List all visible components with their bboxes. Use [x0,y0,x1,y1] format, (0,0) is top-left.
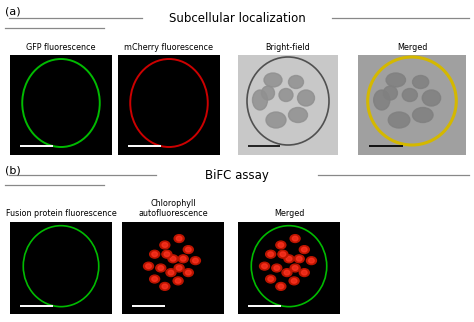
Ellipse shape [289,108,308,122]
Ellipse shape [192,258,198,263]
Ellipse shape [294,255,304,263]
Ellipse shape [150,250,160,258]
Ellipse shape [266,112,286,128]
Ellipse shape [164,252,170,257]
Ellipse shape [170,256,176,261]
Ellipse shape [162,250,172,258]
Ellipse shape [289,277,299,285]
Ellipse shape [185,247,191,252]
Ellipse shape [173,277,183,285]
Ellipse shape [374,90,390,110]
Ellipse shape [262,86,274,100]
Ellipse shape [174,264,184,272]
Ellipse shape [150,275,160,283]
Ellipse shape [289,75,303,89]
Ellipse shape [298,90,315,106]
Ellipse shape [160,282,170,290]
Ellipse shape [162,243,168,247]
Ellipse shape [278,284,283,289]
Ellipse shape [412,75,429,89]
Text: Bright-field: Bright-field [265,43,310,52]
Ellipse shape [160,241,170,249]
Text: BiFC assay: BiFC assay [205,168,269,182]
Ellipse shape [301,247,307,252]
Ellipse shape [422,90,441,106]
Ellipse shape [168,270,174,275]
Ellipse shape [183,269,193,277]
Ellipse shape [152,277,157,281]
Ellipse shape [292,266,298,270]
Ellipse shape [309,258,314,263]
Ellipse shape [191,257,201,265]
Ellipse shape [299,246,310,253]
Ellipse shape [156,264,166,272]
Ellipse shape [268,252,273,257]
Ellipse shape [264,73,282,87]
Ellipse shape [274,266,280,270]
Text: (b): (b) [5,165,20,175]
Ellipse shape [276,241,286,249]
Ellipse shape [144,262,154,270]
Ellipse shape [178,255,188,263]
Ellipse shape [282,269,292,277]
Ellipse shape [307,257,317,265]
Ellipse shape [162,284,168,289]
Ellipse shape [292,236,298,241]
Ellipse shape [253,90,267,110]
Ellipse shape [301,270,307,275]
Text: GFP fluorescence: GFP fluorescence [26,43,96,52]
Ellipse shape [146,264,151,269]
Text: Merged: Merged [274,209,304,218]
Ellipse shape [265,250,275,258]
Ellipse shape [176,266,182,270]
Ellipse shape [166,269,176,277]
Text: Fusion protein fluorescence: Fusion protein fluorescence [6,209,117,218]
Ellipse shape [402,89,418,101]
Ellipse shape [268,277,273,281]
Ellipse shape [158,266,164,270]
Ellipse shape [388,112,410,128]
Ellipse shape [284,255,294,263]
Ellipse shape [383,86,397,100]
Ellipse shape [262,264,267,269]
Text: Chlorophyll
autofluorescence: Chlorophyll autofluorescence [138,199,208,218]
Ellipse shape [299,269,310,277]
Ellipse shape [278,250,288,258]
Ellipse shape [279,89,293,101]
Ellipse shape [272,264,282,272]
Ellipse shape [183,246,193,253]
Ellipse shape [280,252,286,257]
Ellipse shape [152,252,157,257]
Ellipse shape [265,275,275,283]
Ellipse shape [260,262,270,270]
Ellipse shape [185,270,191,275]
Ellipse shape [292,279,297,283]
Ellipse shape [174,235,184,242]
Text: Subcellular localization: Subcellular localization [169,12,305,24]
Text: mCherry fluorescence: mCherry fluorescence [125,43,213,52]
Ellipse shape [296,256,302,261]
Ellipse shape [168,255,178,263]
Ellipse shape [290,235,300,242]
Ellipse shape [386,73,406,87]
Ellipse shape [286,256,292,261]
Text: Merged: Merged [397,43,427,52]
Ellipse shape [276,282,286,290]
Ellipse shape [175,279,181,283]
Ellipse shape [278,243,283,247]
Ellipse shape [412,108,433,122]
Ellipse shape [290,264,300,272]
Ellipse shape [181,256,186,261]
Ellipse shape [176,236,182,241]
Ellipse shape [284,270,290,275]
Text: (a): (a) [5,6,20,16]
